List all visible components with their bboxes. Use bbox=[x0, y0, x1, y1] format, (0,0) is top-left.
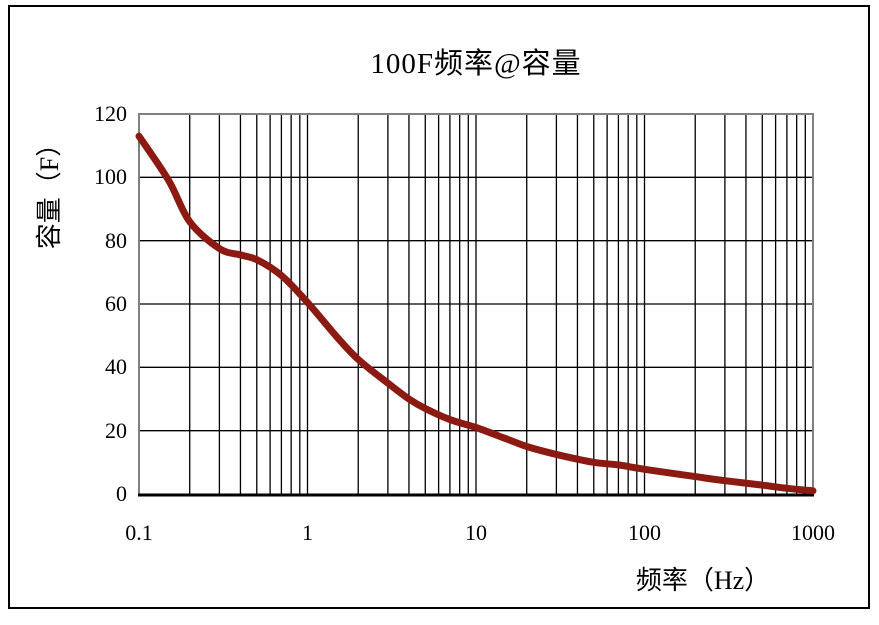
y-tick-label: 80 bbox=[105, 227, 127, 253]
x-tick-label: 0.1 bbox=[125, 520, 153, 545]
x-tick-label: 1 bbox=[302, 520, 313, 545]
y-tick-label: 0 bbox=[116, 481, 127, 506]
y-tick-label: 60 bbox=[105, 291, 127, 316]
x-tick-label: 10 bbox=[465, 520, 487, 545]
gridlines bbox=[139, 114, 813, 494]
y-tick-label: 40 bbox=[105, 354, 127, 380]
plot-border bbox=[138, 113, 814, 494]
y-tick-label: 120 bbox=[94, 101, 127, 126]
plot-frame bbox=[138, 113, 814, 497]
chart-title: 100F频率@容量 bbox=[370, 48, 582, 80]
x-axis-title: 频率（Hz） bbox=[635, 566, 771, 595]
x-tick-label: 1000 bbox=[791, 520, 835, 545]
y-tick-label: 20 bbox=[105, 417, 127, 443]
y-tick-label: 100 bbox=[94, 164, 127, 190]
capacitance-curve bbox=[135, 132, 817, 495]
x-tick-label: 100 bbox=[628, 520, 661, 545]
